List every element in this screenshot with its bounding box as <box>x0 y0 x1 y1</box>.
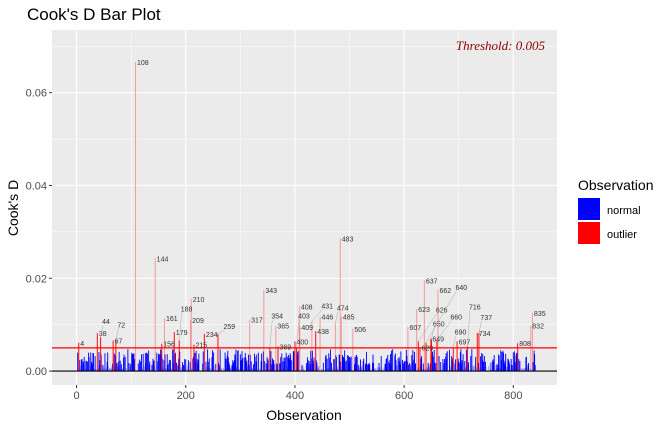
label-leader-line <box>478 320 482 334</box>
threshold-label: Threshold: 0.005 <box>456 38 546 53</box>
outlier-label: 649 <box>432 337 444 344</box>
x-tick-label: 200 <box>177 390 195 402</box>
y-axis-title: Cook's D <box>5 180 21 236</box>
label-leader-line <box>436 320 452 341</box>
outlier-label: 716 <box>469 304 481 311</box>
y-tick-label: 0.02 <box>26 273 47 285</box>
outlier-label: 38 <box>99 331 107 338</box>
label-leader-line <box>115 328 119 341</box>
legend-label-normal: normal <box>607 205 641 217</box>
outlier-label: 408 <box>301 305 313 312</box>
outlier-label: 156 <box>163 342 175 349</box>
outlier-label: 400 <box>296 339 308 346</box>
label-leader-line <box>311 309 323 322</box>
legend-key-outlier <box>578 222 600 244</box>
outlier-label: 697 <box>459 339 471 346</box>
x-axis-title: Observation <box>266 407 341 423</box>
outlier-label: 343 <box>265 288 277 295</box>
outlier-label: 650 <box>433 322 445 329</box>
label-leader-line <box>467 310 471 347</box>
outlier-label: 72 <box>117 322 125 329</box>
label-leader-line <box>179 312 182 341</box>
label-leader-line <box>425 290 457 343</box>
outlier-label: 161 <box>166 316 178 323</box>
outlier-label: 209 <box>192 318 204 325</box>
x-tick-label: 0 <box>74 390 80 402</box>
chart-title: Cook's D Bar Plot <box>27 5 161 24</box>
outlier-label: 409 <box>301 325 313 332</box>
outlier-label: 188 <box>181 306 193 313</box>
outlier-label: 144 <box>157 256 169 263</box>
legend-key-normal <box>578 198 600 220</box>
outlier-label: 179 <box>176 330 188 337</box>
y-tick-label: 0.04 <box>26 180 47 192</box>
axes: 0 200 400 600 800 0.00 0.02 0.04 0.06 <box>26 88 523 402</box>
label-leader-line <box>453 335 456 348</box>
outlier-label: 369 <box>280 344 292 351</box>
outlier-label: 108 <box>137 60 149 67</box>
y-tick-label: 0.00 <box>26 366 47 378</box>
outlier-label: 506 <box>354 327 366 334</box>
outlier-label: 474 <box>337 306 349 313</box>
outlier-label: 317 <box>251 318 263 325</box>
outlier-label: 734 <box>479 331 491 338</box>
label-leader-line <box>217 329 225 335</box>
label-leader-line <box>100 325 104 338</box>
outlier-label: 354 <box>271 313 283 320</box>
outlier-label: 485 <box>343 314 355 321</box>
outlier-label: 259 <box>223 324 235 331</box>
outlier-label: 835 <box>534 311 546 318</box>
x-tick-label: 800 <box>504 390 522 402</box>
outlier-label: 215 <box>195 343 207 350</box>
label-leader-line <box>335 311 339 324</box>
outlier-label: 67 <box>115 338 123 345</box>
legend-title: Observation <box>578 177 653 193</box>
x-tick-label: 400 <box>286 390 304 402</box>
panel-background <box>52 30 557 385</box>
outlier-label: 403 <box>298 313 310 320</box>
outlier-label: 626 <box>436 307 448 314</box>
outlier-label: 690 <box>455 329 467 336</box>
outlier-labels: 108 483 144 637 343 662 210 408 623 835 446 485 161 3… <box>80 60 545 352</box>
outlier-label: 234 <box>206 332 218 339</box>
outlier-label: 431 <box>321 303 333 310</box>
legend: Observation normal outlier <box>578 177 653 244</box>
outlier-label: 438 <box>317 329 329 336</box>
outlier-label: 637 <box>426 279 438 286</box>
outlier-label: 4 <box>80 341 84 348</box>
outlier-label: 662 <box>439 288 451 295</box>
outlier-label: 808 <box>519 341 531 348</box>
outlier-label: 483 <box>342 236 354 243</box>
outlier-label: 629 <box>421 345 433 352</box>
label-leader-line <box>296 319 300 348</box>
outlier-label: 607 <box>409 325 421 332</box>
outlier-label: 832 <box>532 324 544 331</box>
outlier-label: 210 <box>193 297 205 304</box>
outlier-label: 44 <box>102 319 110 326</box>
outlier-label: 365 <box>277 324 289 331</box>
y-tick-label: 0.06 <box>26 88 47 100</box>
label-leader-line <box>269 319 273 348</box>
outlier-label: 660 <box>450 314 462 321</box>
outlier-label: 640 <box>455 285 467 292</box>
bars <box>52 62 557 372</box>
label-leader-line <box>418 313 437 342</box>
outlier-label: 446 <box>322 314 334 321</box>
x-tick-label: 600 <box>395 390 413 402</box>
outlier-label: 623 <box>418 307 430 314</box>
legend-label-outlier: outlier <box>607 229 637 241</box>
outlier-label: 737 <box>480 315 492 322</box>
